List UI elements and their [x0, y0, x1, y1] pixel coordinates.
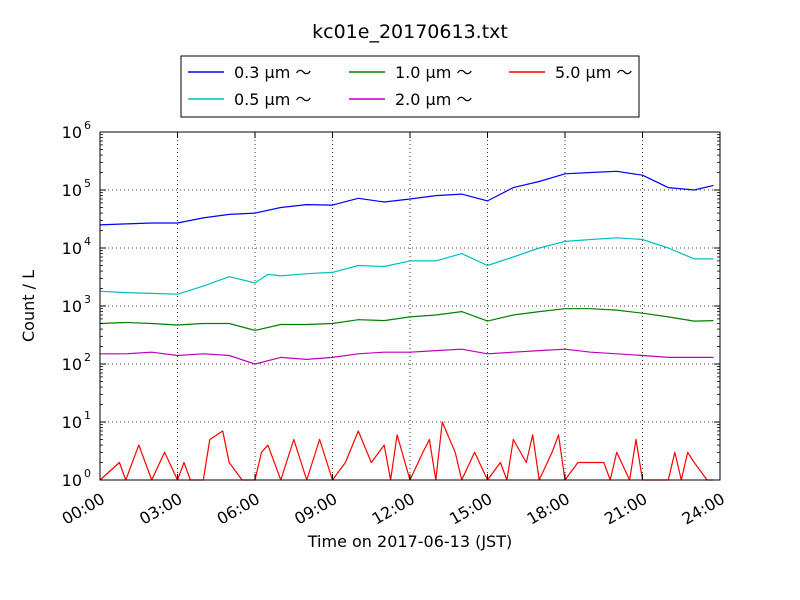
data-series [99, 170, 714, 481]
chart-title: kc01e_20170613.txt [312, 21, 508, 43]
y-tick-exponent: 4 [84, 235, 91, 248]
y-tick-base: 10 [62, 413, 82, 432]
y-tick-exponent: 2 [84, 351, 91, 364]
y-tick-label: 10 6 [62, 119, 91, 142]
legend-box [180, 55, 640, 118]
y-tick-label: 10 5 [62, 177, 91, 200]
legend-entry-1: 0.3 μm ～ [188, 63, 311, 82]
series-line-2 [99, 237, 714, 295]
y-tick-label: 10 2 [62, 351, 91, 374]
y-tick-label: 10 3 [62, 293, 91, 316]
legend: 0.3 μm ～ 0.5 μm ～ 1.0 μm ～ 2.0 μm ～ 5.0 μm ～ [180, 55, 640, 118]
legend-label: 1.0 μm ～ [395, 63, 472, 82]
y-tick-label: 10 1 [62, 409, 91, 432]
y-tick-base: 10 [62, 297, 82, 316]
x-axis-label: Time on 2017-06-13 (JST) [307, 532, 512, 551]
y-tick-exponent: 6 [84, 119, 91, 132]
legend-label: 5.0 μm ～ [555, 63, 632, 82]
legend-entry-3: 1.0 μm ～ [349, 63, 472, 82]
y-tick-base: 10 [62, 355, 82, 374]
y-tick-label: 10 4 [62, 235, 91, 258]
y-tick-exponent: 3 [84, 293, 91, 306]
legend-label: 0.3 μm ～ [234, 63, 311, 82]
y-tick-base: 10 [62, 239, 82, 258]
y-tick-base: 10 [62, 123, 82, 142]
legend-entry-5: 5.0 μm ～ [509, 63, 632, 82]
y-tick-base: 10 [62, 471, 82, 490]
y-tick-exponent: 5 [84, 177, 91, 190]
legend-label: 2.0 μm ～ [395, 90, 472, 109]
y-tick-base: 10 [62, 181, 82, 200]
legend-entry-2: 0.5 μm ～ [188, 90, 311, 109]
series-line-3 [99, 308, 714, 331]
series-line-4 [100, 348, 714, 365]
legend-label: 0.5 μm ～ [234, 90, 311, 109]
legend-entry-4: 2.0 μm ～ [349, 90, 472, 109]
grid-lines [100, 132, 720, 480]
y-axis-label: Count / L [19, 270, 38, 342]
y-tick-label: 10 0 [62, 467, 91, 490]
series-line-1 [99, 170, 714, 226]
y-tick-exponent: 1 [84, 409, 91, 422]
y-tick-exponent: 0 [84, 467, 91, 480]
series-line-5 [99, 421, 714, 481]
